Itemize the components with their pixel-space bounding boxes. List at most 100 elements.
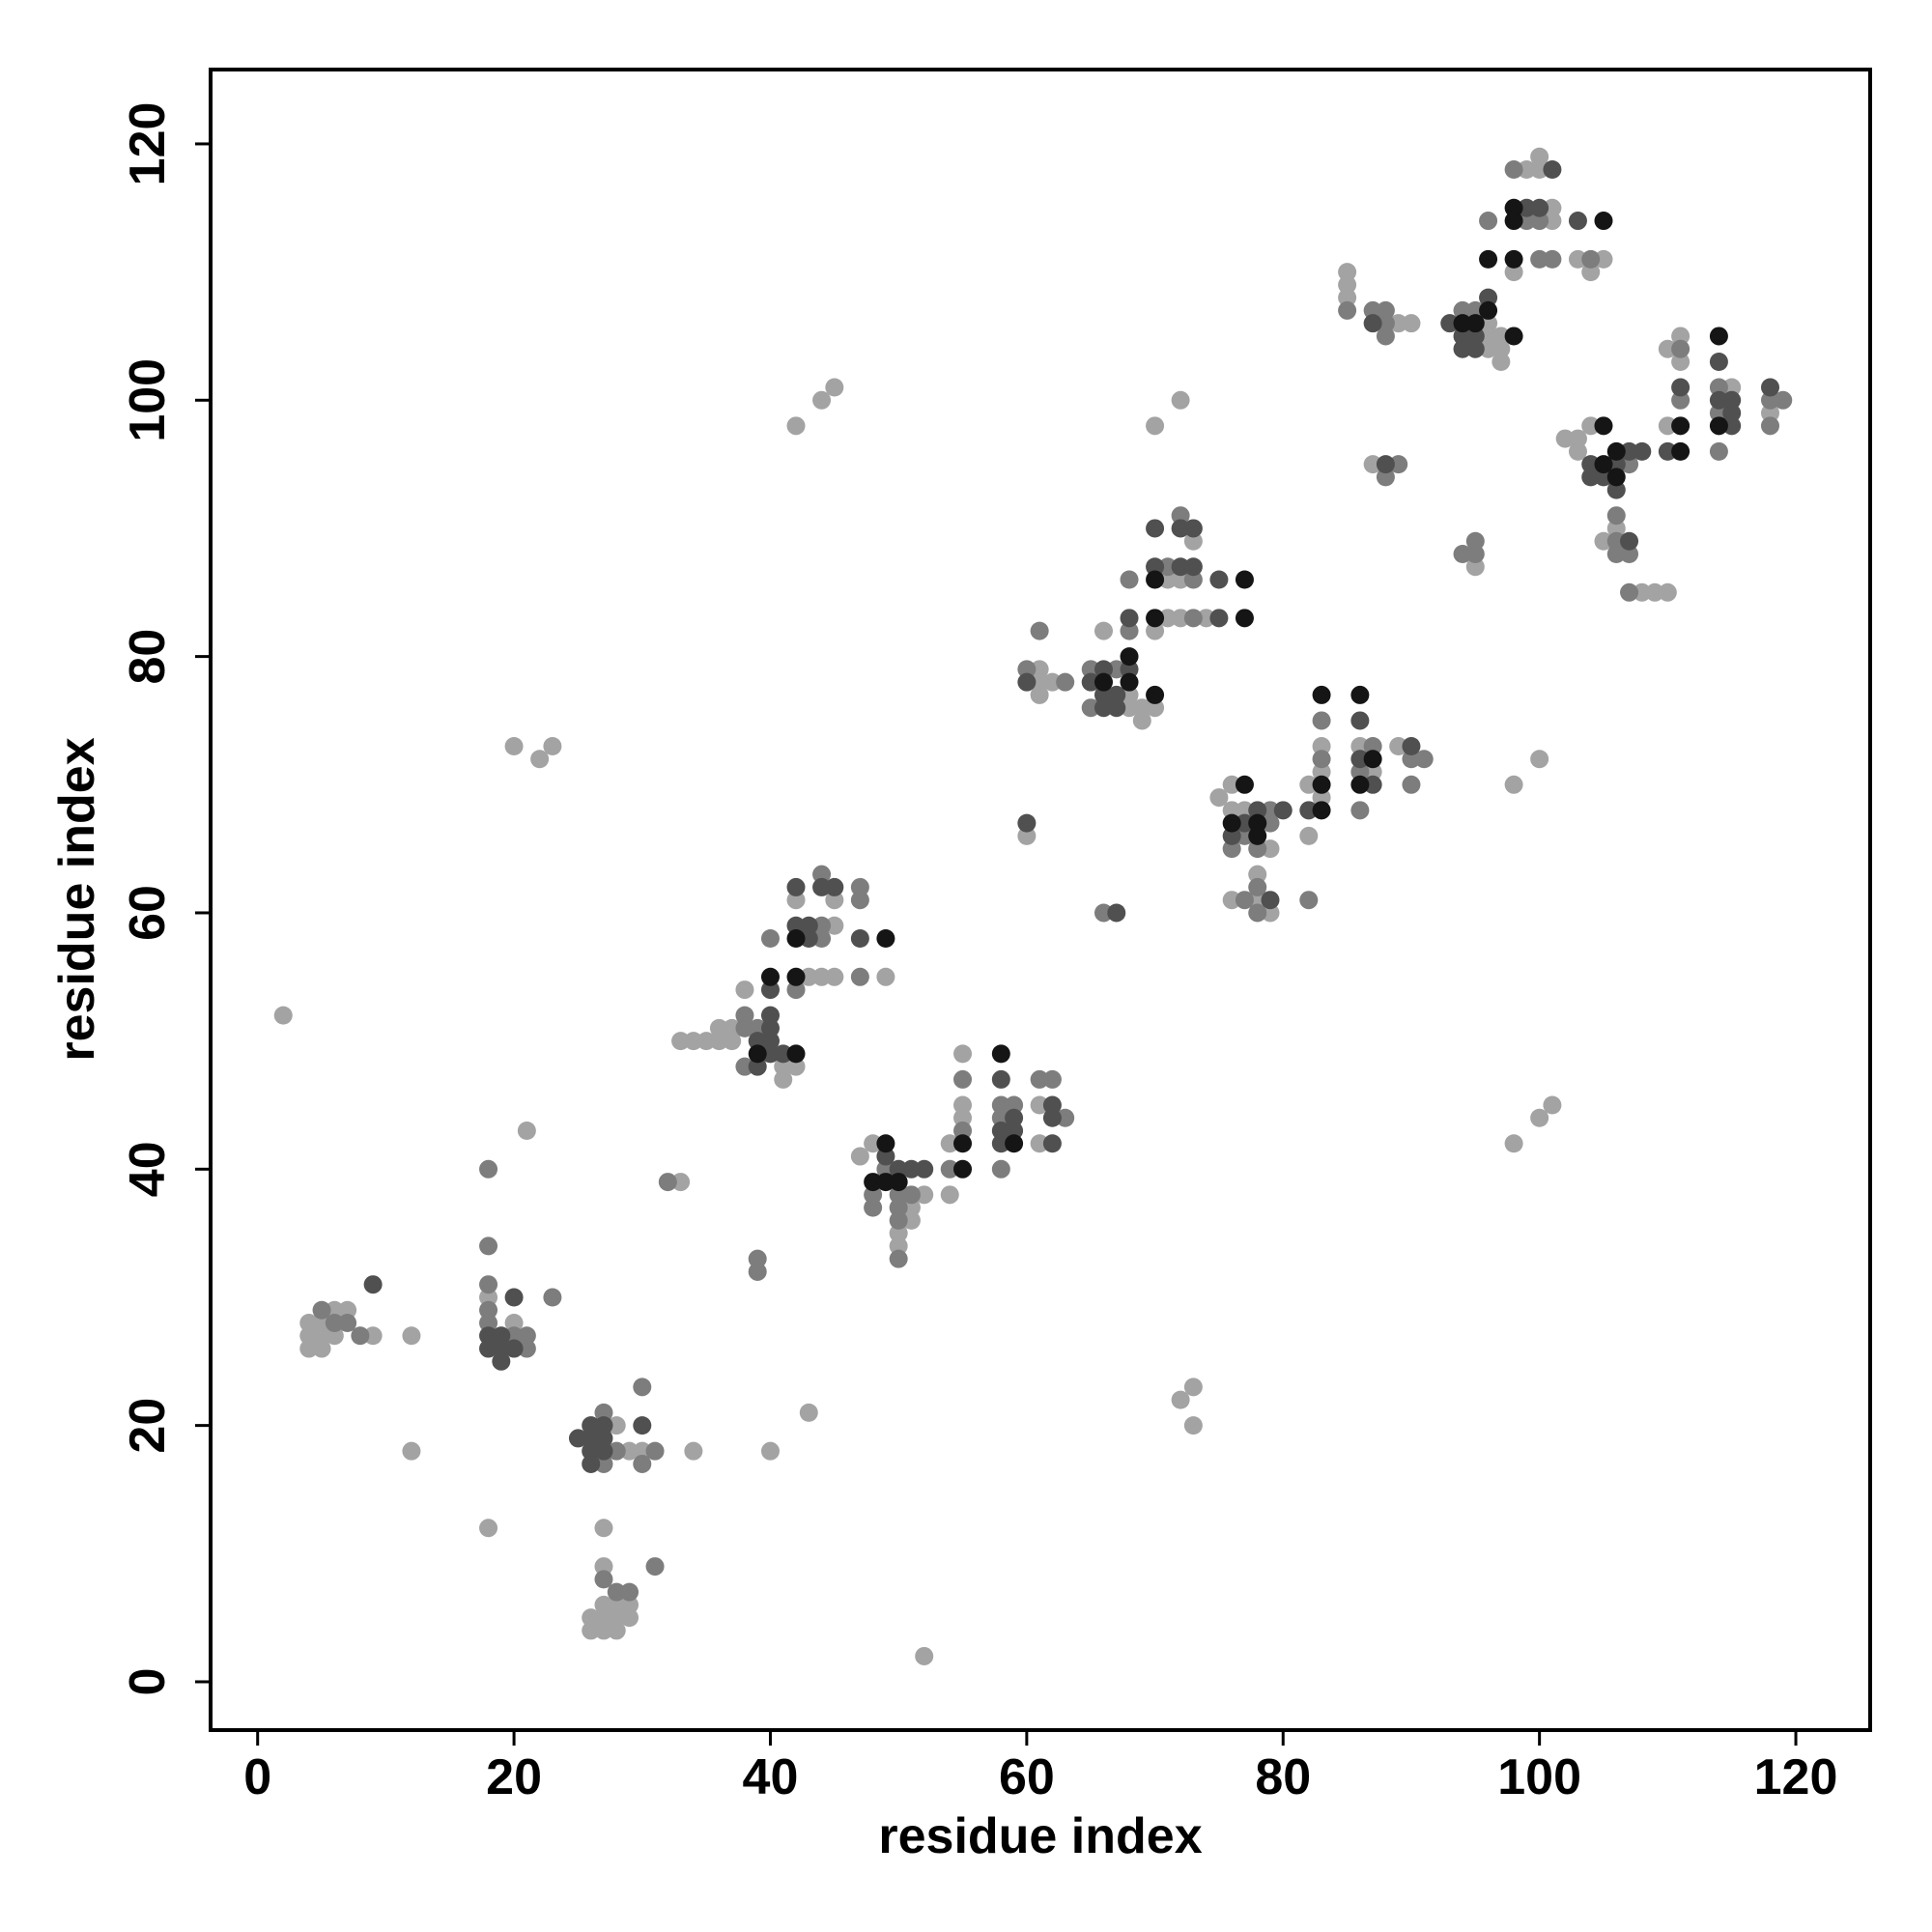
point [1402, 736, 1421, 755]
point [325, 1314, 344, 1333]
point [504, 1314, 524, 1333]
point [1479, 249, 1498, 269]
point [1440, 314, 1460, 333]
point [594, 1519, 613, 1538]
point [1465, 300, 1485, 320]
point [1261, 891, 1280, 910]
point [492, 1339, 511, 1358]
point [633, 1378, 652, 1397]
point [363, 1275, 383, 1294]
point [1146, 698, 1165, 718]
point [1017, 660, 1037, 679]
point [748, 1262, 767, 1281]
point [658, 1173, 677, 1192]
point [786, 916, 806, 935]
point [1504, 263, 1523, 282]
point [812, 916, 832, 935]
point [735, 980, 754, 1000]
point [1581, 263, 1601, 282]
point [1581, 468, 1601, 487]
point [1658, 441, 1677, 461]
point [1235, 813, 1254, 833]
point [351, 1326, 370, 1346]
point [953, 1159, 973, 1179]
point [1312, 685, 1331, 704]
point [1132, 698, 1151, 718]
point [1030, 660, 1049, 679]
point [607, 1441, 626, 1461]
point [607, 1582, 626, 1602]
point [1376, 468, 1395, 487]
x-axis-label: residue index [878, 1808, 1202, 1864]
point [723, 1018, 742, 1037]
point [1171, 1390, 1190, 1409]
point [1183, 609, 1203, 628]
point [684, 1441, 703, 1461]
point [825, 877, 844, 896]
point [799, 967, 818, 986]
point [299, 1326, 319, 1346]
point [991, 1122, 1010, 1141]
point [774, 1044, 793, 1064]
point [1171, 570, 1190, 589]
point [1222, 891, 1241, 910]
point [1146, 519, 1165, 538]
point [748, 1057, 767, 1076]
point [1709, 441, 1728, 461]
point [1479, 339, 1498, 358]
point [1030, 1069, 1049, 1089]
point [876, 967, 895, 986]
point [1504, 159, 1523, 179]
point [1042, 1134, 1062, 1153]
point [1606, 531, 1626, 551]
point [1530, 1108, 1549, 1127]
point [1504, 1134, 1523, 1153]
point [1094, 621, 1113, 640]
point [991, 1069, 1010, 1089]
point [1465, 557, 1485, 577]
point [1146, 570, 1165, 589]
point [1248, 877, 1267, 896]
point [799, 916, 818, 935]
point [1594, 468, 1613, 487]
point [1543, 249, 1562, 269]
y-tick-label: 0 [120, 1668, 176, 1696]
point [607, 1416, 626, 1435]
point [748, 1249, 767, 1268]
point [1222, 801, 1241, 820]
point [312, 1314, 331, 1333]
point [1197, 609, 1216, 628]
point [1235, 775, 1254, 794]
x-tick-label: 120 [1754, 1749, 1838, 1805]
point [1338, 288, 1357, 307]
point [594, 1416, 613, 1435]
point [504, 736, 524, 755]
point [1530, 212, 1549, 231]
point [582, 1429, 601, 1448]
point [1517, 159, 1536, 179]
point [953, 1095, 973, 1115]
point [1389, 314, 1408, 333]
point [735, 1006, 754, 1025]
point [748, 1018, 767, 1037]
point [1504, 249, 1523, 269]
point [1312, 775, 1331, 794]
point [1581, 416, 1601, 436]
point [479, 1314, 498, 1333]
point [504, 1339, 524, 1358]
point [1120, 685, 1139, 704]
point [1158, 557, 1178, 577]
point [1581, 249, 1601, 269]
point [1042, 1095, 1062, 1115]
point [1312, 750, 1331, 769]
point [812, 865, 832, 884]
point [786, 1057, 806, 1076]
point [299, 1314, 319, 1333]
point [1709, 378, 1728, 397]
point [850, 1147, 869, 1166]
point [735, 1057, 754, 1076]
point [786, 980, 806, 1000]
point [1312, 801, 1331, 820]
plot-frame [209, 68, 1872, 1732]
point [1453, 339, 1472, 358]
